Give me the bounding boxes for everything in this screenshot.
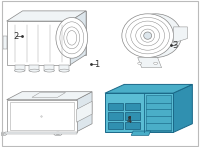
Polygon shape [108, 112, 123, 120]
Polygon shape [44, 65, 54, 71]
Ellipse shape [56, 17, 88, 58]
Polygon shape [125, 112, 140, 120]
Polygon shape [173, 84, 192, 132]
Polygon shape [70, 11, 86, 65]
Ellipse shape [56, 133, 59, 135]
Ellipse shape [54, 132, 62, 136]
Polygon shape [29, 65, 39, 71]
Ellipse shape [59, 69, 69, 72]
Ellipse shape [1, 133, 4, 135]
Polygon shape [131, 131, 151, 135]
Polygon shape [59, 65, 69, 71]
Polygon shape [77, 92, 92, 132]
Polygon shape [146, 95, 171, 131]
Polygon shape [23, 11, 86, 55]
Polygon shape [138, 57, 162, 68]
Polygon shape [105, 84, 192, 93]
Polygon shape [7, 11, 86, 21]
Ellipse shape [0, 132, 7, 136]
Polygon shape [108, 103, 123, 110]
Polygon shape [5, 132, 77, 134]
Ellipse shape [15, 69, 25, 72]
Polygon shape [7, 100, 77, 132]
Ellipse shape [44, 69, 54, 72]
Polygon shape [7, 21, 70, 65]
Text: 1: 1 [94, 60, 100, 69]
Polygon shape [173, 27, 187, 43]
Ellipse shape [29, 69, 39, 72]
Polygon shape [7, 92, 92, 100]
Polygon shape [15, 65, 25, 71]
Text: 3: 3 [173, 41, 178, 50]
Ellipse shape [144, 32, 152, 39]
Text: 4: 4 [126, 116, 131, 125]
Ellipse shape [122, 14, 173, 57]
Text: 2: 2 [13, 32, 18, 41]
Polygon shape [3, 36, 7, 50]
Ellipse shape [138, 62, 142, 64]
Polygon shape [32, 92, 66, 97]
Polygon shape [125, 103, 140, 110]
Ellipse shape [154, 62, 158, 64]
Polygon shape [108, 122, 123, 129]
Polygon shape [125, 122, 140, 129]
Polygon shape [105, 93, 173, 132]
Polygon shape [77, 101, 92, 122]
Ellipse shape [130, 14, 181, 57]
